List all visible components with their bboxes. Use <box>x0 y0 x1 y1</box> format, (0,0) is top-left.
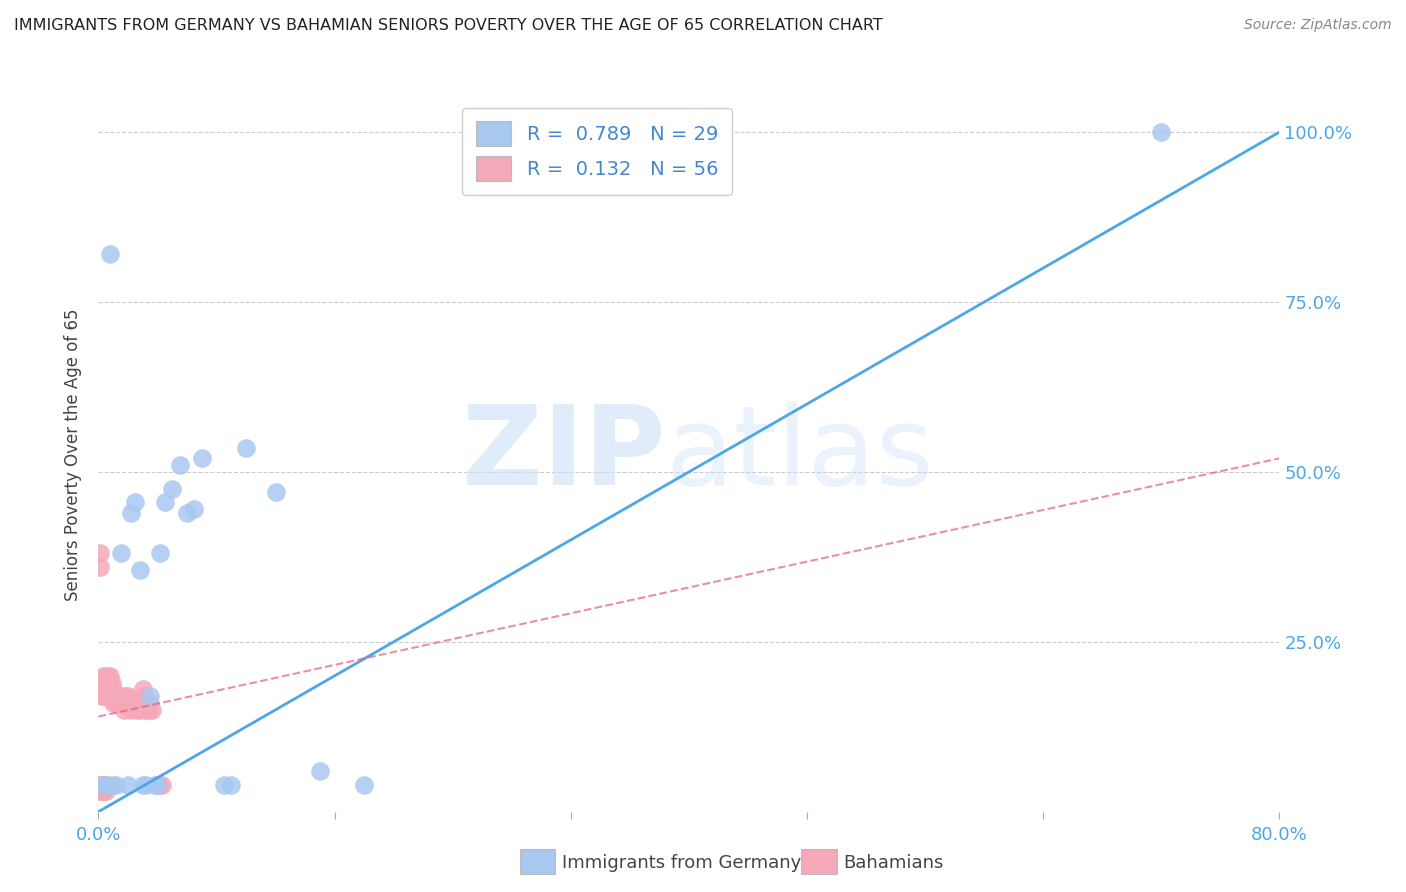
Text: Immigrants from Germany: Immigrants from Germany <box>562 855 801 872</box>
Point <box>110 689 132 703</box>
Point <box>128 703 150 717</box>
Point <box>120 506 142 520</box>
Point <box>121 696 143 710</box>
Point <box>93 784 115 798</box>
Point <box>115 696 138 710</box>
Point <box>124 696 146 710</box>
Point <box>235 441 257 455</box>
Point <box>91 784 114 798</box>
Point <box>146 778 169 792</box>
Point <box>97 689 120 703</box>
Point <box>139 696 162 710</box>
Point <box>93 675 115 690</box>
Point <box>212 778 235 792</box>
Point <box>141 703 163 717</box>
Point <box>91 669 114 683</box>
Point <box>219 778 242 792</box>
Point <box>132 778 155 792</box>
Point <box>96 778 118 792</box>
Point <box>136 696 159 710</box>
Point <box>117 689 139 703</box>
Point <box>89 778 111 792</box>
Point <box>139 689 162 703</box>
Point <box>93 689 115 703</box>
Point <box>134 689 156 703</box>
Point <box>128 564 150 578</box>
Point <box>135 778 157 792</box>
Point <box>94 689 117 703</box>
Point <box>169 458 191 472</box>
Point <box>135 703 157 717</box>
Text: ZIP: ZIP <box>463 401 665 508</box>
Text: Source: ZipAtlas.com: Source: ZipAtlas.com <box>1244 18 1392 32</box>
Point <box>148 778 170 792</box>
Text: Bahamians: Bahamians <box>844 855 943 872</box>
Point <box>309 764 332 778</box>
Point <box>125 703 148 717</box>
Text: IMMIGRANTS FROM GERMANY VS BAHAMIAN SENIORS POVERTY OVER THE AGE OF 65 CORRELATI: IMMIGRANTS FROM GERMANY VS BAHAMIAN SENI… <box>14 18 883 33</box>
Point <box>1150 125 1173 139</box>
Point <box>90 689 112 703</box>
Point <box>191 451 214 466</box>
Point <box>105 778 128 792</box>
Point <box>105 696 128 710</box>
Point <box>107 689 129 703</box>
Point <box>110 546 132 560</box>
Point <box>146 778 169 792</box>
Y-axis label: Seniors Poverty Over the Age of 65: Seniors Poverty Over the Age of 65 <box>65 309 83 601</box>
Point <box>138 703 160 717</box>
Point <box>90 778 112 792</box>
Point <box>104 689 127 703</box>
Point <box>124 495 146 509</box>
Point <box>89 784 111 798</box>
Point <box>93 778 115 792</box>
Point <box>103 778 125 792</box>
Point <box>94 784 117 798</box>
Point <box>112 703 135 717</box>
Point <box>97 675 120 690</box>
Point <box>149 546 172 560</box>
Point <box>90 784 112 798</box>
Point <box>153 495 176 509</box>
Point <box>96 682 118 697</box>
Point <box>89 560 111 574</box>
Point <box>108 696 131 710</box>
Point <box>183 502 205 516</box>
Point <box>93 778 115 792</box>
Point <box>150 778 173 792</box>
Point <box>176 506 198 520</box>
Point <box>111 696 134 710</box>
Legend: R =  0.789   N = 29, R =  0.132   N = 56: R = 0.789 N = 29, R = 0.132 N = 56 <box>463 108 731 194</box>
Point <box>100 675 122 690</box>
Point <box>264 485 287 500</box>
Point <box>89 546 111 560</box>
Point <box>118 696 141 710</box>
Point <box>117 778 139 792</box>
Point <box>90 675 112 690</box>
Point <box>96 669 118 683</box>
Point <box>353 778 375 792</box>
Point <box>132 682 155 697</box>
Point <box>98 247 121 261</box>
Point <box>98 669 121 683</box>
Point <box>91 778 114 792</box>
Point <box>162 482 183 496</box>
Text: atlas: atlas <box>665 401 934 508</box>
Point <box>120 703 142 717</box>
Point <box>94 675 117 690</box>
Point <box>143 778 166 792</box>
Point <box>114 689 136 703</box>
Point <box>100 689 122 703</box>
Point <box>94 778 117 792</box>
Point <box>91 682 114 697</box>
Point <box>98 682 121 697</box>
Point <box>103 682 125 697</box>
Point <box>103 696 125 710</box>
